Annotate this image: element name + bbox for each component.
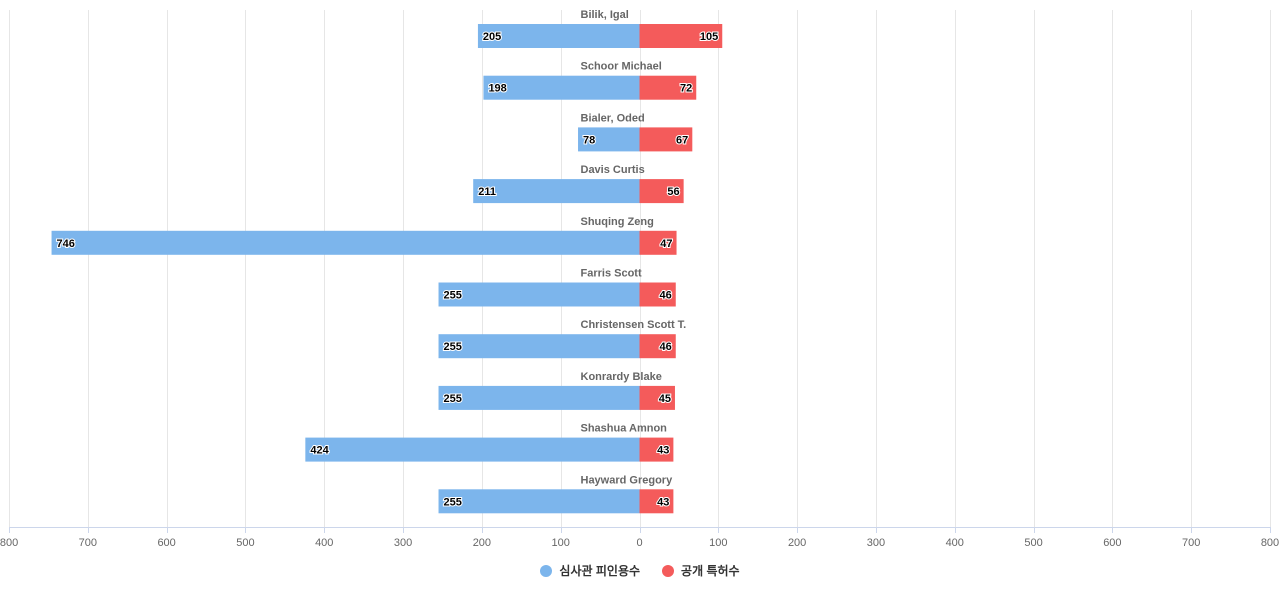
x-tick-label: 400 bbox=[946, 537, 964, 549]
category-label: Shashua Amnon bbox=[581, 423, 668, 435]
data-label: 255 bbox=[444, 341, 462, 353]
x-tick-label: 100 bbox=[709, 537, 727, 549]
x-tick-label: 400 bbox=[315, 537, 333, 549]
legend-item-patents[interactable]: 공개 특허수 bbox=[662, 562, 740, 579]
legend-dot-icon bbox=[540, 564, 553, 577]
data-label: 46 bbox=[660, 290, 672, 302]
bar-patents[interactable] bbox=[639, 75, 697, 100]
bar-citations[interactable] bbox=[438, 489, 640, 514]
data-label: 72 bbox=[680, 83, 692, 95]
bar-citations[interactable] bbox=[51, 230, 640, 255]
data-label: 255 bbox=[444, 393, 462, 405]
x-tick-label: 200 bbox=[788, 537, 806, 549]
data-label: 47 bbox=[660, 238, 672, 250]
bar-patents[interactable] bbox=[639, 334, 676, 359]
category-label: Christensen Scott T. bbox=[581, 319, 687, 331]
bar-patents[interactable] bbox=[639, 127, 693, 152]
data-label: 211 bbox=[478, 186, 496, 198]
data-label: 67 bbox=[676, 134, 688, 146]
data-label: 46 bbox=[660, 341, 672, 353]
bar-patents[interactable] bbox=[639, 385, 675, 410]
data-labels: 205 105 198 72 78 67 211 56 746 47 255 46 255 46 255 45… bbox=[56, 30, 720, 509]
bar-citations[interactable] bbox=[473, 179, 640, 204]
bar-citations[interactable] bbox=[438, 334, 640, 359]
category-label: Shuqing Zeng bbox=[581, 216, 654, 228]
bars bbox=[51, 24, 723, 514]
bar-patents[interactable] bbox=[639, 282, 676, 307]
category-label: Schoor Michael bbox=[581, 61, 662, 73]
data-label: 205 bbox=[483, 31, 501, 43]
x-tick-label: 300 bbox=[867, 537, 885, 549]
bar-citations[interactable] bbox=[578, 127, 640, 152]
bar-patents[interactable] bbox=[639, 24, 723, 48]
legend: 심사관 피인용수 공개 특허수 bbox=[0, 562, 1280, 579]
bar-citations[interactable] bbox=[483, 75, 640, 100]
bar-patents[interactable] bbox=[639, 489, 674, 514]
bar-citations[interactable] bbox=[305, 437, 640, 462]
category-label: Bilik, Igal bbox=[581, 9, 629, 21]
x-tick-label: 700 bbox=[79, 537, 97, 549]
x-tick-label: 700 bbox=[1182, 537, 1200, 549]
category-label: Konrardy Blake bbox=[581, 371, 662, 383]
data-label: 255 bbox=[444, 496, 462, 508]
bar-citations[interactable] bbox=[477, 24, 640, 48]
grid-lines bbox=[9, 10, 1271, 527]
data-label: 56 bbox=[667, 186, 679, 198]
data-label: 105 bbox=[700, 31, 718, 43]
x-tick-label: 100 bbox=[552, 537, 570, 549]
bar-citations[interactable] bbox=[438, 385, 640, 410]
data-label: 424 bbox=[310, 445, 329, 457]
bar-patents[interactable] bbox=[639, 437, 674, 462]
category-label: Farris Scott bbox=[581, 268, 642, 280]
x-tick-label: 800 bbox=[0, 537, 18, 549]
x-axis: 800 700 600 500 400 300 200 100 0 100 200 300 400 500… bbox=[0, 527, 1279, 549]
data-label: 255 bbox=[444, 290, 462, 302]
bar-citations[interactable] bbox=[438, 282, 640, 307]
data-label: 43 bbox=[657, 445, 669, 457]
bar-patents[interactable] bbox=[639, 230, 677, 255]
legend-dot-icon bbox=[662, 564, 675, 577]
category-labels: Bilik, Igal Schoor Michael Bialer, Oded Dav… bbox=[581, 9, 687, 486]
x-tick-label: 200 bbox=[473, 537, 491, 549]
legend-label: 공개 특허수 bbox=[681, 564, 740, 578]
x-tick-label: 0 bbox=[636, 537, 642, 549]
category-label: Bialer, Oded bbox=[581, 112, 645, 124]
bar-patents[interactable] bbox=[639, 179, 684, 204]
x-tick-label: 600 bbox=[157, 537, 175, 549]
category-label: Davis Curtis bbox=[581, 164, 645, 176]
data-label: 45 bbox=[659, 393, 671, 405]
x-tick-label: 300 bbox=[394, 537, 412, 549]
x-tick-label: 600 bbox=[1103, 537, 1121, 549]
x-tick-label: 500 bbox=[1024, 537, 1042, 549]
data-label: 43 bbox=[657, 496, 669, 508]
data-label: 746 bbox=[57, 238, 75, 250]
data-label: 78 bbox=[583, 134, 595, 146]
category-label: Hayward Gregory bbox=[581, 474, 674, 486]
x-tick-label: 500 bbox=[236, 537, 254, 549]
data-label: 198 bbox=[488, 83, 506, 95]
legend-label: 심사관 피인용수 bbox=[559, 564, 641, 578]
legend-item-citations[interactable]: 심사관 피인용수 bbox=[540, 562, 640, 579]
x-tick-label: 800 bbox=[1261, 537, 1279, 549]
